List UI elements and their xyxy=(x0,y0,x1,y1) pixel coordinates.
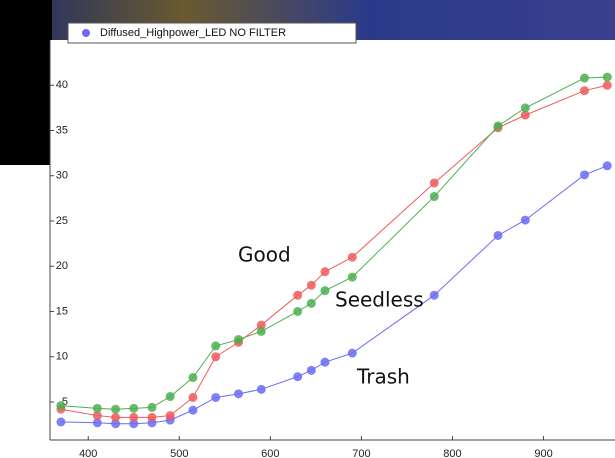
annotation: Good xyxy=(238,243,291,267)
y-tick-label: 35 xyxy=(56,124,68,136)
data-point xyxy=(293,307,302,316)
y-tick-label: 15 xyxy=(56,305,68,317)
data-point xyxy=(166,411,175,420)
data-point xyxy=(307,281,316,290)
data-point xyxy=(348,349,357,358)
legend-marker xyxy=(82,29,90,37)
x-tick-label: 500 xyxy=(170,448,188,458)
data-point xyxy=(320,267,329,276)
data-point xyxy=(580,86,589,95)
data-point xyxy=(147,413,156,422)
y-tick-label: 40 xyxy=(56,79,68,91)
data-point xyxy=(147,403,156,412)
data-point xyxy=(603,81,612,90)
x-tick-label: 400 xyxy=(79,448,97,458)
y-tick-label: 10 xyxy=(56,351,68,363)
data-point xyxy=(211,341,220,350)
data-point xyxy=(234,335,243,344)
data-point xyxy=(188,406,197,415)
data-point xyxy=(307,299,316,308)
data-point xyxy=(166,392,175,401)
data-point xyxy=(188,373,197,382)
data-point xyxy=(188,393,197,402)
data-point xyxy=(320,358,329,367)
data-point xyxy=(93,404,102,413)
legend-label: Diffused_Highpower_LED NO FILTER xyxy=(100,27,286,39)
data-point xyxy=(129,404,138,413)
x-tick-label: 700 xyxy=(352,448,370,458)
data-point xyxy=(521,216,530,225)
x-tick-label: 800 xyxy=(443,448,461,458)
y-tick-label: 25 xyxy=(56,215,68,227)
data-point xyxy=(211,352,220,361)
data-point xyxy=(307,366,316,375)
data-point xyxy=(348,273,357,282)
data-point xyxy=(234,389,243,398)
data-point xyxy=(348,253,357,262)
chart: Diffused_Highpower_LED NO FILTER 5101520… xyxy=(0,0,615,458)
data-point xyxy=(211,393,220,402)
data-point xyxy=(494,121,503,130)
data-point xyxy=(580,170,589,179)
y-tick-label: 20 xyxy=(56,260,68,272)
data-point xyxy=(603,161,612,170)
data-point xyxy=(111,405,120,414)
background-dark xyxy=(0,0,52,165)
data-point xyxy=(430,178,439,187)
plot-area xyxy=(50,40,615,458)
y-tick-label: 30 xyxy=(56,170,68,182)
data-point xyxy=(56,417,65,426)
x-tick-label: 900 xyxy=(534,448,552,458)
data-point xyxy=(56,401,65,410)
data-point xyxy=(293,372,302,381)
data-point xyxy=(293,291,302,300)
data-point xyxy=(257,385,266,394)
data-point xyxy=(430,291,439,300)
x-tick-label: 600 xyxy=(261,448,279,458)
data-point xyxy=(521,103,530,112)
data-point xyxy=(257,327,266,336)
data-point xyxy=(320,286,329,295)
annotation: Seedless xyxy=(335,288,424,312)
data-point xyxy=(580,74,589,83)
annotation: Trash xyxy=(356,365,410,389)
data-point xyxy=(603,73,612,82)
data-point xyxy=(129,413,138,422)
data-point xyxy=(494,231,503,240)
legend: Diffused_Highpower_LED NO FILTER xyxy=(68,23,356,43)
data-point xyxy=(111,413,120,422)
data-point xyxy=(430,192,439,201)
